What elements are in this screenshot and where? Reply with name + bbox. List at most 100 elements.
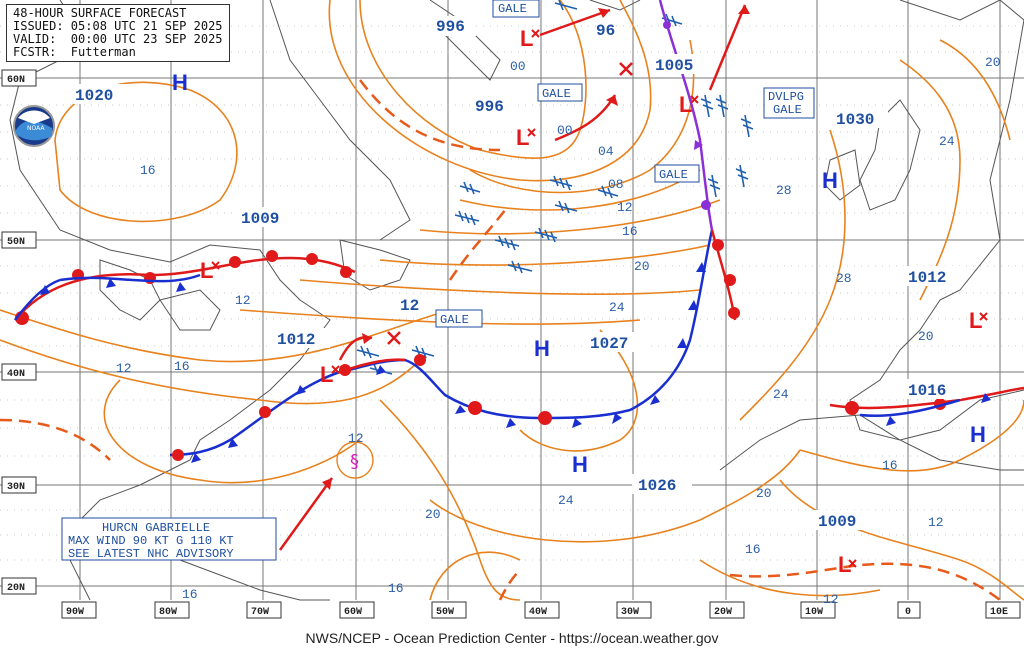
low-center-glyph: L [679,92,692,117]
isobar-label: 04 [598,144,614,159]
low-center-glyph: L [200,258,213,283]
isobar-label: 28 [836,271,852,286]
low-value-996-north: 996 [436,18,465,36]
noaa-logo: NOAA [13,105,55,147]
forecaster-name: FCSTR: Futterman [13,45,136,59]
lat-label-40n: 40N [7,369,25,380]
lon-label-40w: 40W [529,607,547,618]
hurricane-advisory: HURCN GABRIELLE MAX WIND 90 KT G 110 KT … [61,517,277,561]
pressure-center-glyphs: H H H H H L L L L L L L [172,26,986,577]
hurricane-symbol: § [336,441,374,479]
isobar-label: 08 [608,177,624,192]
isobar-label: 20 [985,55,1001,70]
high-center-glyph: H [822,168,838,193]
isobar-label: 12 [400,297,419,315]
high-center-glyph: H [970,422,986,447]
developing-gale-label-2: GALE [773,103,802,117]
isobar-label: 20 [425,507,441,522]
lon-label-70w: 70W [251,607,269,618]
troughs [0,79,1001,602]
low-x-marks [211,29,988,568]
isobar-label: 24 [609,300,625,315]
forecast-title: 48-HOUR SURFACE FORECAST [13,6,187,20]
lon-label-20w: 20W [714,607,732,618]
arrow-heads [322,5,750,490]
noaa-logo-text: NOAA [27,125,45,132]
lon-label-10e: 10E [990,607,1008,618]
isobar-label: 12 [617,200,633,215]
isobar-label: 12 [348,431,364,446]
high-center-glyph: H [572,452,588,477]
isobar-label: 16 [182,587,198,602]
low-value-1009-west: 1009 [241,210,279,228]
isobar-label: 12 [116,361,132,376]
lon-labels: 90W 80W 70W 60W 50W 40W 30W 20W 10W 0 10… [61,601,1021,619]
wind-barbs [356,0,754,375]
isobar-label: 28 [776,183,792,198]
lat-labels: 60N 50N 40N 30N 20N [1,69,37,595]
low-value-996: 996 [475,98,504,116]
low-center-glyph: L [516,125,529,150]
isobar-label: 12 [235,293,251,308]
lon-label-30w: 30W [621,607,639,618]
valid-time: VALID: 00:00 UTC 23 SEP 2025 [13,32,223,46]
lat-lon-grid [0,0,1024,600]
hurricane-max-wind: MAX WIND 90 KT G 110 KT [68,534,234,548]
high-value-1026: 1026 [638,477,676,495]
isobar-labels: 00 96 00 04 08 12 16 20 24 28 28 24 20 1… [116,22,1001,607]
isobar-label: 24 [939,134,955,149]
hurricane-name: HURCN GABRIELLE [102,521,210,535]
isobar-label: 24 [558,493,574,508]
isobar-label: 00 [510,59,526,74]
high-center-glyph: H [172,70,188,95]
lon-label-80w: 80W [159,607,177,618]
occluded-front [658,0,714,231]
isobar-label: 20 [756,486,772,501]
low-value-1012-east: 1012 [908,269,946,287]
lat-label-50n: 50N [7,237,25,248]
gale-warning-east: GALE [659,168,688,182]
isobar-label: 16 [174,359,190,374]
developing-gale-label: DVLPG [768,90,804,104]
low-value-1012-west: 1012 [277,331,315,349]
pressure-values: 1020 1030 1027 1026 1009 1012 996 996 10… [70,16,961,531]
lat-label-20n: 20N [7,583,25,594]
high-value-1027: 1027 [590,335,628,353]
motion-arrows [278,4,747,551]
isobar-label: 12 [823,592,839,607]
isobar-label: 96 [596,22,615,40]
lon-label-60w: 60W [344,607,362,618]
lon-label-10w: 10W [805,607,823,618]
gale-warning-north: GALE [498,2,527,16]
isobar-label: 16 [388,581,404,596]
isobar-label: 12 [928,515,944,530]
lon-label-0: 0 [905,607,911,618]
coastlines [9,0,1024,601]
new-low-markers [387,62,633,345]
isobar-label: 16 [622,224,638,239]
low-center-glyph: L [969,308,982,333]
isobar-label: 16 [140,163,156,178]
lon-label-50w: 50W [436,607,454,618]
low-center-glyph: L [520,26,533,51]
isobar-label: 24 [773,387,789,402]
isobar-label: 16 [882,458,898,473]
isobar-label: 16 [745,542,761,557]
high-value-1030: 1030 [836,111,874,129]
issued-time: ISSUED: 05:08 UTC 21 SEP 2025 [13,19,223,33]
high-center-glyph: H [534,336,550,361]
high-value-1020: 1020 [75,87,113,105]
gale-warning-west: GALE [440,313,469,327]
hurricane-advisory-note: SEE LATEST NHC ADVISORY [68,547,234,561]
isobar-label: 20 [918,329,934,344]
warning-boxes: GALE GALE GALE GALE DVLPG GALE [435,0,815,328]
footer-credit: NWS/NCEP - Ocean Prediction Center - htt… [305,630,719,646]
warm-fronts [14,229,1024,461]
low-value-1016: 1016 [908,382,946,400]
lon-label-90w: 90W [66,607,84,618]
lat-label-30n: 30N [7,482,25,493]
low-center-glyph: L [320,362,333,387]
low-center-glyph: L [838,552,851,577]
isobar-label: 00 [557,123,573,138]
